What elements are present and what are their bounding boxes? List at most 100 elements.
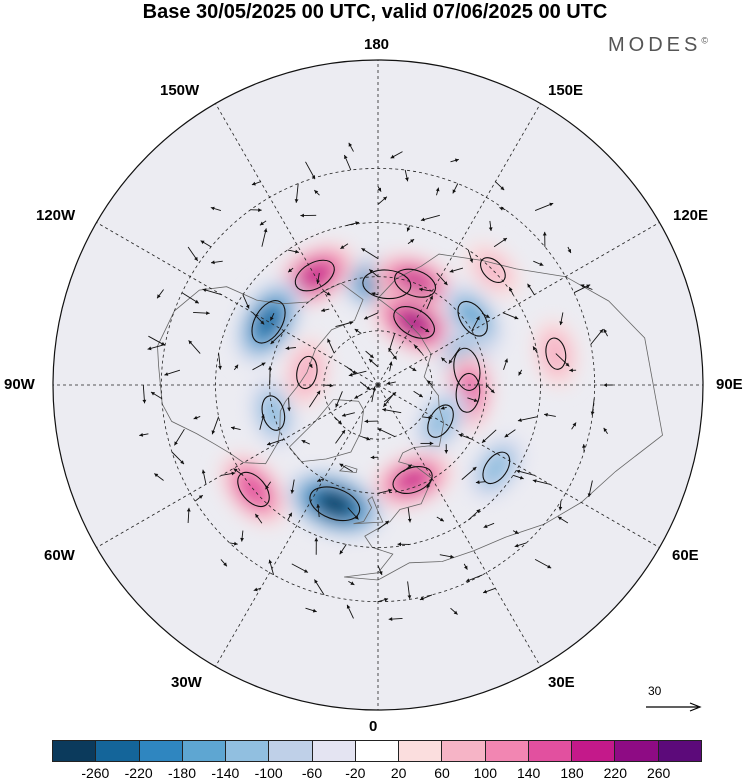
anomaly-patch: [476, 253, 510, 287]
coastline: [353, 496, 384, 525]
wind-vector-head: [393, 355, 397, 360]
wind-vector-head: [366, 386, 371, 390]
anomaly-contour: [457, 300, 488, 337]
lon-label-150e: 150E: [548, 82, 584, 99]
wind-vector-head: [317, 478, 322, 482]
wind-vector-head: [312, 608, 317, 613]
wind-vector-head: [206, 311, 210, 315]
anomaly-contour: [427, 404, 454, 438]
wind-vector-head: [290, 489, 295, 494]
colorbar-tick-label: 140: [516, 765, 541, 781]
wind-vector-head: [418, 393, 423, 398]
wind-vector-head: [366, 436, 371, 441]
lon-label-60e: 60E: [672, 547, 699, 564]
wind-vector-head: [557, 516, 562, 521]
wind-vector-head: [559, 321, 563, 326]
wind-vector-head: [407, 595, 412, 599]
wind-vector-head: [326, 291, 331, 296]
lon-label-120e: 120E: [673, 207, 709, 224]
wind-vector-head: [425, 328, 430, 332]
wind-vector-head: [383, 196, 387, 201]
wind-vector-head: [483, 589, 488, 594]
anomaly-contour: [392, 466, 433, 494]
meridian-line: [96, 384, 379, 548]
colorbar-tick-label: -220: [124, 765, 153, 781]
wind-vector-head: [586, 284, 591, 288]
wind-vectors: [139, 142, 613, 621]
wind-vector-head: [139, 433, 144, 437]
anomaly-contour: [296, 355, 318, 390]
wind-vector-head: [547, 564, 552, 569]
wind-vector-head: [294, 199, 299, 203]
wind-vector-head: [335, 403, 339, 408]
wind-vector-head: [268, 559, 273, 564]
wind-vector-head: [504, 433, 509, 438]
colorbar-segment: [181, 741, 226, 761]
wind-vector-head: [499, 207, 504, 211]
wind-vector-head: [240, 537, 244, 542]
wind-vector-head: [469, 258, 474, 263]
wind-vector-head: [200, 240, 205, 245]
wind-vector-head: [288, 512, 292, 517]
lon-label-120w: 120W: [36, 207, 76, 224]
logo-mark: ©: [701, 35, 712, 46]
wind-vector-head: [419, 287, 423, 292]
wind-vector-head: [519, 475, 524, 480]
wind-vector-head: [441, 357, 446, 362]
meridian-line: [215, 384, 379, 667]
anomaly-contour: [455, 372, 481, 413]
wind-vector-head: [504, 358, 508, 363]
colorbar-segment: [571, 741, 615, 761]
colorbar-segment: [484, 741, 528, 761]
wind-vector-head: [503, 238, 507, 242]
wind-vector-head: [316, 390, 321, 395]
wind-vector-head: [194, 299, 199, 304]
wind-vector-head: [364, 315, 368, 320]
wind-vector-head: [339, 463, 344, 468]
lon-label-0: 0: [369, 718, 378, 735]
wind-vector-head: [261, 414, 265, 419]
arrow-right-icon: [646, 702, 702, 712]
anomaly-contour: [362, 269, 412, 300]
wind-vector-head: [308, 363, 313, 368]
colorbar-tick-label: 100: [473, 765, 498, 781]
wind-vector-head: [426, 484, 431, 489]
wind-vector-head: [288, 268, 293, 273]
wind-vector-head: [151, 392, 155, 396]
colorbar-tick-label: -140: [211, 765, 240, 781]
colorbar-tick-label: -180: [167, 765, 197, 781]
lon-label-180: 180: [364, 36, 390, 53]
wind-vector-head: [569, 368, 573, 373]
wind-vector-head: [348, 372, 353, 377]
wind-vector-head: [255, 513, 259, 518]
wind-vector-head: [285, 346, 290, 351]
wind-vector-head: [386, 381, 391, 386]
anomaly-contour: [251, 300, 286, 344]
lon-label-30e: 30E: [548, 674, 575, 691]
colorbar-segment: [311, 741, 355, 761]
wind-vector-head: [518, 371, 522, 376]
colorbar-tick-label: -60: [301, 765, 323, 781]
colorbar-segment: [441, 741, 485, 761]
wind-vector-head: [253, 587, 258, 592]
meridian-line: [377, 384, 541, 667]
wind-vector-head: [483, 524, 488, 528]
wind-vector-head: [542, 231, 547, 236]
wind-vector-head: [453, 610, 458, 615]
wind-vector-head: [270, 340, 275, 344]
meridian-line: [215, 103, 379, 386]
anomaly-contour: [480, 257, 506, 283]
colorbar-segment: [138, 741, 182, 761]
wind-vector-head: [472, 467, 477, 471]
wind-vector-head: [382, 408, 387, 412]
wind-vector-head: [476, 509, 481, 514]
wind-vector-head: [211, 430, 216, 435]
wind-vector-head: [440, 406, 445, 410]
colorbar-segment: [527, 741, 572, 761]
colorbar-segment: [657, 741, 701, 761]
wind-vector-head: [304, 569, 308, 573]
wind-vector-head: [295, 249, 299, 254]
wind-vector-head: [475, 480, 480, 485]
wind-vector-head: [370, 455, 375, 460]
wind-vector-head: [354, 329, 359, 333]
